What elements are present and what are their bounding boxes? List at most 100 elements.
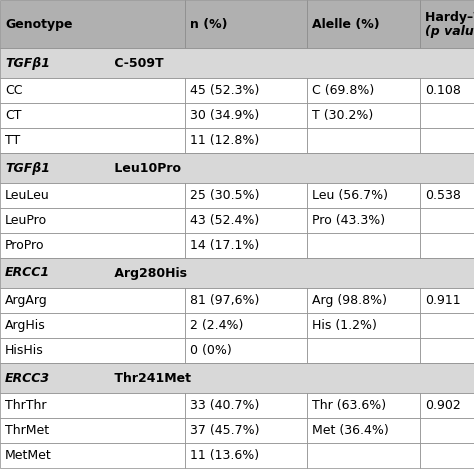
Bar <box>420 288 474 313</box>
Text: ArgArg: ArgArg <box>5 294 48 307</box>
Bar <box>185 288 307 313</box>
Text: Leu (56.7%): Leu (56.7%) <box>312 189 388 202</box>
Text: Alelle (%): Alelle (%) <box>312 18 380 30</box>
Text: Pro (43.3%): Pro (43.3%) <box>312 214 385 227</box>
Text: His (1.2%): His (1.2%) <box>312 319 377 332</box>
Bar <box>185 338 307 363</box>
Bar <box>0 208 185 233</box>
Text: 0 (0%): 0 (0%) <box>190 344 232 357</box>
Bar <box>307 128 420 153</box>
Bar <box>0 418 185 443</box>
Text: 0.911: 0.911 <box>425 294 461 307</box>
Text: Met (36.4%): Met (36.4%) <box>312 424 389 437</box>
Text: 25 (30.5%): 25 (30.5%) <box>190 189 259 202</box>
Text: Leu10Pro: Leu10Pro <box>110 162 181 174</box>
Text: n (%): n (%) <box>190 18 228 30</box>
Bar <box>185 208 307 233</box>
Text: Genotype: Genotype <box>5 18 73 30</box>
Bar <box>420 183 474 208</box>
Bar <box>307 418 420 443</box>
Text: 11 (13.6%): 11 (13.6%) <box>190 449 259 462</box>
Text: CC: CC <box>5 84 22 97</box>
Bar <box>307 78 420 103</box>
Bar <box>420 233 474 258</box>
Text: (p value): (p value) <box>425 25 474 37</box>
Bar <box>0 258 474 288</box>
Text: LeuPro: LeuPro <box>5 214 47 227</box>
Bar <box>307 338 420 363</box>
Text: 33 (40.7%): 33 (40.7%) <box>190 399 259 412</box>
Bar <box>185 233 307 258</box>
Bar <box>185 103 307 128</box>
Text: TGFβ1: TGFβ1 <box>5 162 50 174</box>
Text: MetMet: MetMet <box>5 449 52 462</box>
Text: 2 (2.4%): 2 (2.4%) <box>190 319 243 332</box>
Bar <box>307 0 420 48</box>
Text: Thr (63.6%): Thr (63.6%) <box>312 399 386 412</box>
Bar <box>0 233 185 258</box>
Text: 43 (52.4%): 43 (52.4%) <box>190 214 259 227</box>
Bar <box>420 418 474 443</box>
Text: ERCC1: ERCC1 <box>5 266 50 280</box>
Bar <box>185 443 307 468</box>
Bar <box>185 0 307 48</box>
Bar <box>307 208 420 233</box>
Text: 0.902: 0.902 <box>425 399 461 412</box>
Bar <box>0 78 185 103</box>
Text: C-509T: C-509T <box>110 56 164 70</box>
Bar <box>0 153 474 183</box>
Bar <box>0 338 185 363</box>
Bar <box>185 393 307 418</box>
Text: ThrThr: ThrThr <box>5 399 46 412</box>
Text: ArgHis: ArgHis <box>5 319 46 332</box>
Bar <box>0 48 474 78</box>
Bar <box>0 443 185 468</box>
Bar <box>420 443 474 468</box>
Bar <box>185 313 307 338</box>
Text: T (30.2%): T (30.2%) <box>312 109 373 122</box>
Text: 0.538: 0.538 <box>425 189 461 202</box>
Text: Thr241Met: Thr241Met <box>110 372 191 384</box>
Bar <box>0 288 185 313</box>
Bar <box>0 103 185 128</box>
Bar <box>420 78 474 103</box>
Bar <box>0 183 185 208</box>
Bar <box>420 393 474 418</box>
Bar <box>0 0 185 48</box>
Bar <box>420 338 474 363</box>
Text: LeuLeu: LeuLeu <box>5 189 50 202</box>
Text: 0.108: 0.108 <box>425 84 461 97</box>
Text: TGFβ1: TGFβ1 <box>5 56 50 70</box>
Bar <box>307 288 420 313</box>
Bar <box>420 208 474 233</box>
Text: TT: TT <box>5 134 20 147</box>
Bar <box>185 418 307 443</box>
Text: 14 (17.1%): 14 (17.1%) <box>190 239 259 252</box>
Bar <box>307 313 420 338</box>
Text: HisHis: HisHis <box>5 344 44 357</box>
Text: 37 (45.7%): 37 (45.7%) <box>190 424 259 437</box>
Bar <box>185 183 307 208</box>
Bar <box>307 233 420 258</box>
Text: C (69.8%): C (69.8%) <box>312 84 374 97</box>
Bar <box>185 78 307 103</box>
Bar <box>420 103 474 128</box>
Bar <box>307 183 420 208</box>
Bar <box>0 313 185 338</box>
Text: CT: CT <box>5 109 21 122</box>
Text: 45 (52.3%): 45 (52.3%) <box>190 84 259 97</box>
Text: Arg280His: Arg280His <box>110 266 187 280</box>
Bar <box>307 103 420 128</box>
Text: Arg (98.8%): Arg (98.8%) <box>312 294 387 307</box>
Text: 30 (34.9%): 30 (34.9%) <box>190 109 259 122</box>
Text: ProPro: ProPro <box>5 239 45 252</box>
Bar <box>420 313 474 338</box>
Bar <box>0 128 185 153</box>
Text: 11 (12.8%): 11 (12.8%) <box>190 134 259 147</box>
Text: ThrMet: ThrMet <box>5 424 49 437</box>
Bar <box>185 128 307 153</box>
Text: ERCC3: ERCC3 <box>5 372 50 384</box>
Bar <box>0 363 474 393</box>
Bar <box>0 393 185 418</box>
Text: Hardy–Weinberg equilibrium: Hardy–Weinberg equilibrium <box>425 10 474 24</box>
